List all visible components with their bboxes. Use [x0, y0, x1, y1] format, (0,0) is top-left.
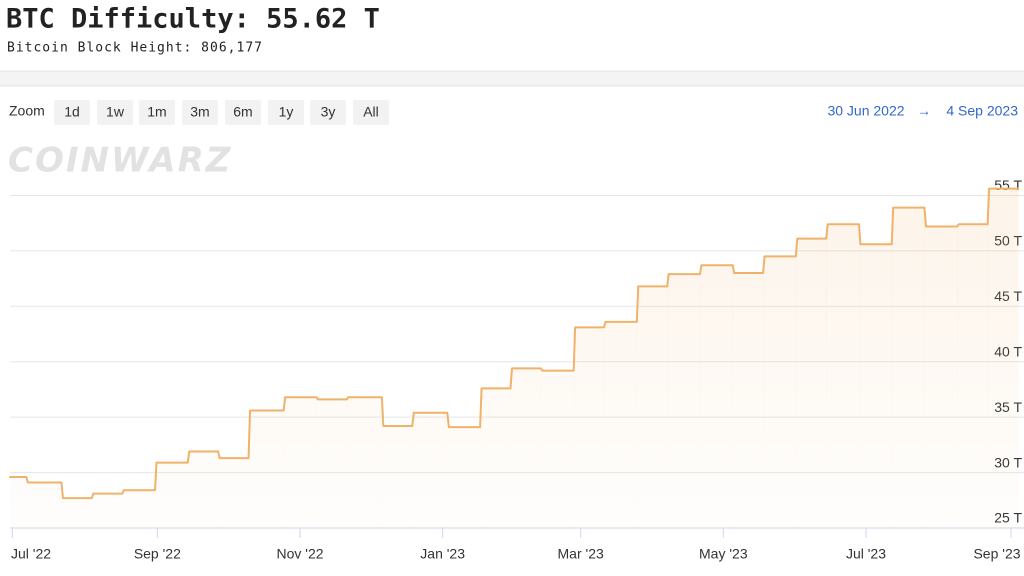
step-riser: [509, 368, 513, 389]
step-riser: [380, 397, 385, 427]
zoom-label: Zoom: [9, 103, 45, 119]
area-step: [604, 321, 638, 528]
button-label[interactable]: 3y: [321, 104, 336, 120]
range-start[interactable]: 30 Jun 2022: [827, 103, 904, 119]
button-bg[interactable]: [54, 100, 90, 125]
zoom-button[interactable]: 1d: [54, 100, 90, 125]
button-bg[interactable]: [97, 100, 133, 125]
button-label[interactable]: 1y: [279, 104, 294, 120]
area-step: [316, 399, 348, 528]
area-step: [699, 265, 734, 528]
button-label[interactable]: 1w: [106, 104, 125, 120]
x-tick-label: Sep '23: [973, 546, 1020, 562]
area-step: [987, 188, 1019, 528]
step-riser: [890, 207, 895, 245]
area-step: [447, 427, 481, 528]
area-step: [891, 207, 925, 529]
button-bg[interactable]: [268, 100, 304, 125]
zoom-button[interactable]: 1y: [268, 100, 304, 125]
area-step: [187, 451, 219, 528]
area-step: [795, 238, 827, 528]
step-riser: [825, 224, 829, 239]
watermark: COINWARZ: [8, 141, 232, 181]
step-riser: [923, 207, 927, 227]
step-riser: [794, 238, 799, 257]
step-riser: [411, 412, 415, 427]
area-step: [155, 462, 189, 528]
button-bg[interactable]: [310, 100, 346, 125]
area-step: [218, 458, 250, 528]
area-step: [283, 397, 317, 528]
zoom-button[interactable]: 6m: [225, 100, 261, 125]
area-step: [480, 388, 511, 528]
button-label[interactable]: 6m: [233, 104, 252, 120]
x-tick-label: May '23: [699, 546, 748, 562]
zoom-button[interactable]: 3m: [182, 100, 218, 125]
range-separator: →: [917, 103, 931, 119]
area-step: [346, 397, 383, 528]
x-tick-label: Sep '22: [134, 546, 181, 562]
button-bg[interactable]: [182, 100, 218, 125]
area-step: [91, 493, 123, 528]
step-riser: [635, 286, 640, 322]
area-step: [510, 368, 542, 528]
step-riser: [60, 482, 64, 499]
x-tick-label: Nov '22: [276, 546, 323, 562]
area-step: [61, 498, 93, 528]
x-tick-label: Jan '23: [420, 546, 465, 562]
x-tick-label: Jul '23: [846, 546, 886, 562]
area-step: [732, 273, 764, 528]
zoom-button[interactable]: 1m: [139, 100, 175, 125]
step-riser: [857, 224, 862, 245]
zoom-button[interactable]: All: [353, 100, 389, 125]
button-bg[interactable]: [353, 100, 389, 125]
step-riser: [698, 265, 703, 275]
step-riser: [572, 327, 577, 371]
step-riser: [154, 462, 158, 491]
button-bg[interactable]: [139, 100, 175, 125]
range-end[interactable]: 4 Sep 2023: [946, 103, 1018, 119]
step-riser: [186, 451, 191, 463]
step-riser: [247, 410, 252, 459]
zoom-buttons: 1d 1w 1m 3m 6m 1y 3y All: [54, 100, 389, 125]
area-step: [122, 490, 156, 528]
step-riser: [479, 388, 483, 428]
header-band: [0, 71, 1024, 86]
button-label[interactable]: 3m: [190, 104, 209, 120]
step-riser: [986, 188, 991, 225]
x-tick-label: Mar '23: [558, 546, 604, 562]
step-riser: [217, 451, 221, 459]
area-step: [957, 224, 989, 529]
step-riser: [666, 274, 670, 287]
area-step: [924, 226, 958, 528]
area-step: [573, 327, 605, 528]
subtitle: Bitcoin Block Height: 806,177: [7, 41, 263, 56]
button-bg[interactable]: [225, 100, 261, 125]
area-step: [248, 410, 285, 528]
title: BTC Difficulty: 55.62 T: [6, 4, 380, 35]
area-step: [858, 244, 893, 528]
zoom-button[interactable]: 1w: [97, 100, 133, 125]
area-step: [412, 412, 448, 528]
area-step: [636, 286, 668, 528]
area-step: [667, 274, 701, 528]
zoom-button[interactable]: 3y: [310, 100, 346, 125]
button-label[interactable]: 1d: [64, 104, 80, 120]
step-riser: [446, 412, 450, 428]
area-step: [10, 477, 27, 528]
step-riser: [731, 265, 736, 274]
area-step: [540, 370, 575, 528]
area-step: [826, 224, 860, 529]
step-riser: [282, 397, 287, 411]
button-label[interactable]: 1m: [147, 104, 166, 120]
area-step: [763, 256, 797, 528]
step-riser: [762, 256, 766, 274]
area-step: [26, 482, 62, 528]
x-tick-label: Jul '22: [11, 546, 51, 562]
area-step: [381, 426, 413, 528]
button-label[interactable]: All: [363, 104, 379, 120]
